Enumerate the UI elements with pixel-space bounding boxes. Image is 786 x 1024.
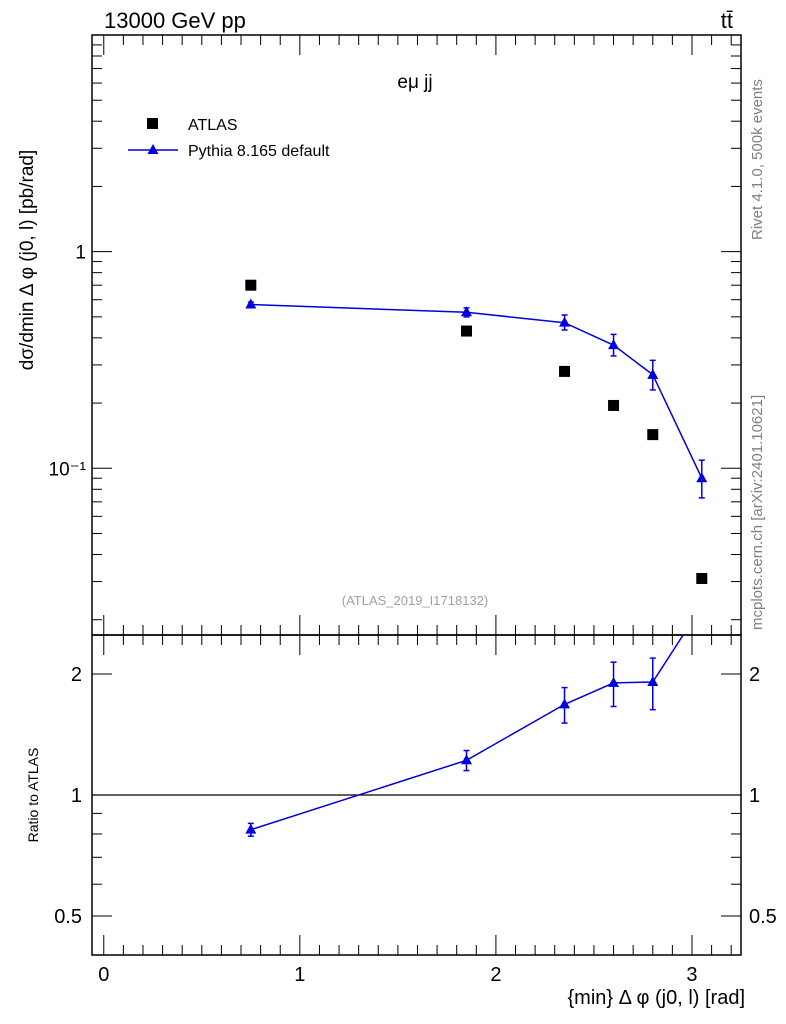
atlas-point (460, 325, 472, 337)
ratio-clipped-group (245, 635, 685, 837)
atlas-point (647, 429, 659, 441)
pythia-point (559, 316, 571, 327)
energy-label: 13000 GeV pp (104, 8, 246, 33)
pythia-series-line (250, 303, 703, 479)
main-axis-ticks: 1 10⁻¹ (49, 35, 741, 635)
plot-title: eμ jj (397, 72, 432, 93)
process-label: tt̄ (721, 8, 733, 33)
ratio-point (460, 754, 472, 765)
x-tick-label: 1 (294, 964, 305, 986)
main-y-tick-label: 1 (75, 243, 86, 264)
main-y-tick-label: 10⁻¹ (49, 459, 87, 480)
source-label: mcplots.cern.ch [arXiv:2401.10621] (749, 395, 766, 630)
pythia-point (460, 306, 472, 317)
main-y-axis-label: dσ/dmin Δ φ (j0, l) [pb/rad] (17, 150, 38, 371)
ratio-y-tick-label: 1 (71, 785, 82, 807)
ratio-y-tick-label-right: 1 (749, 785, 760, 807)
ratio-point (647, 676, 659, 687)
legend-pythia-marker (147, 144, 159, 154)
pythia-point (245, 298, 257, 309)
ratio-point (559, 698, 571, 709)
pythia-point (647, 368, 659, 379)
atlas-point (559, 365, 571, 377)
ratio-axis-ticks: 0.5 0.5 1 1 2 2 0 1 2 3 (54, 635, 777, 986)
pythia-point (696, 472, 708, 483)
legend-pythia-label: Pythia 8.165 default (188, 143, 330, 160)
atlas-point (608, 399, 620, 411)
atlas-point (696, 572, 708, 584)
x-tick-label: 0 (98, 964, 109, 986)
rivet-version-label: Rivet 4.1.0, 500k events (749, 79, 766, 240)
atlas-point (245, 279, 257, 291)
pythia-point (608, 339, 620, 350)
main-plot-marks (245, 279, 708, 584)
ratio-point (608, 676, 620, 687)
ratio-y-axis-label: Ratio to ATLAS (25, 748, 41, 843)
x-tick-label: 3 (686, 964, 697, 986)
ratio-point (245, 823, 257, 834)
ratio-y-tick-label-right: 0.5 (749, 906, 777, 928)
x-tick-label: 2 (490, 964, 501, 986)
ratio-y-tick-label: 2 (71, 664, 82, 686)
x-axis-label: {min} Δ φ (j0, l) [rad] (568, 987, 746, 1009)
legend-atlas-marker (147, 118, 158, 129)
ratio-plot-marks (245, 635, 685, 837)
ratio-y-tick-label: 0.5 (54, 906, 82, 928)
analysis-label: (ATLAS_2019_I1718132) (342, 593, 488, 608)
ratio-series-line (250, 635, 685, 831)
ratio-y-tick-label-right: 2 (749, 664, 760, 686)
legend-atlas-label: ATLAS (188, 117, 238, 134)
